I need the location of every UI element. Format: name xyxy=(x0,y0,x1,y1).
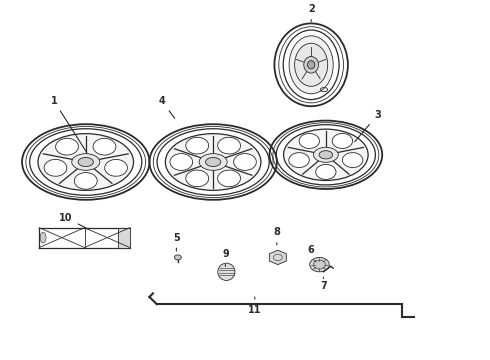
Text: 7: 7 xyxy=(320,277,327,291)
Text: 2: 2 xyxy=(308,4,315,22)
Text: 1: 1 xyxy=(50,96,87,152)
Ellipse shape xyxy=(199,154,227,170)
Ellipse shape xyxy=(234,154,256,170)
Ellipse shape xyxy=(218,170,241,187)
Ellipse shape xyxy=(186,137,209,154)
Ellipse shape xyxy=(308,60,315,69)
Ellipse shape xyxy=(284,129,368,180)
Ellipse shape xyxy=(218,137,241,154)
Polygon shape xyxy=(270,250,286,265)
Ellipse shape xyxy=(44,159,67,176)
Ellipse shape xyxy=(72,154,100,170)
Text: 3: 3 xyxy=(355,110,381,142)
Text: 10: 10 xyxy=(59,213,88,229)
Ellipse shape xyxy=(332,134,353,148)
Ellipse shape xyxy=(310,257,329,272)
Text: 11: 11 xyxy=(248,297,262,315)
Ellipse shape xyxy=(93,138,116,155)
Ellipse shape xyxy=(294,43,328,86)
Ellipse shape xyxy=(319,151,333,159)
Ellipse shape xyxy=(314,147,338,162)
Ellipse shape xyxy=(38,134,133,190)
Ellipse shape xyxy=(314,260,326,269)
Ellipse shape xyxy=(205,157,221,167)
Ellipse shape xyxy=(170,154,193,170)
Ellipse shape xyxy=(40,232,46,243)
Ellipse shape xyxy=(299,134,319,148)
Text: 8: 8 xyxy=(273,227,280,245)
Ellipse shape xyxy=(174,255,181,260)
Ellipse shape xyxy=(55,138,78,155)
Ellipse shape xyxy=(166,134,261,190)
Ellipse shape xyxy=(304,57,318,73)
Ellipse shape xyxy=(105,159,127,176)
Ellipse shape xyxy=(289,153,309,167)
Text: 5: 5 xyxy=(173,233,180,251)
Ellipse shape xyxy=(186,170,209,187)
Text: 9: 9 xyxy=(222,249,229,266)
Ellipse shape xyxy=(74,172,97,189)
Ellipse shape xyxy=(218,263,235,280)
Text: 6: 6 xyxy=(308,245,316,263)
Ellipse shape xyxy=(316,165,336,179)
Ellipse shape xyxy=(343,153,363,167)
Ellipse shape xyxy=(289,36,333,94)
Ellipse shape xyxy=(78,157,94,167)
Bar xyxy=(118,228,130,248)
Text: 4: 4 xyxy=(158,96,175,118)
